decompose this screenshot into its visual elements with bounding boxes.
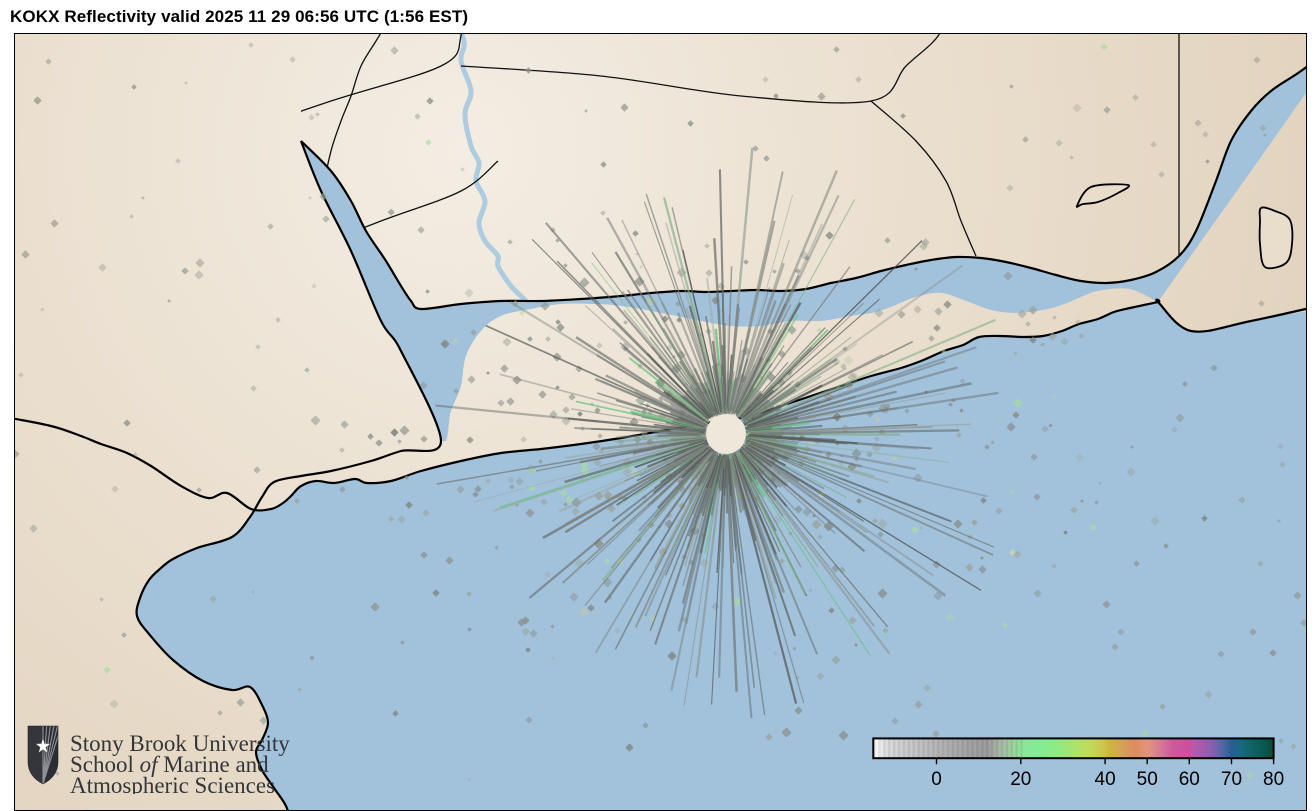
svg-text:20: 20 — [1010, 769, 1031, 790]
svg-text:40: 40 — [1095, 769, 1116, 790]
svg-text:70: 70 — [1221, 769, 1242, 790]
svg-text:50: 50 — [1137, 769, 1158, 790]
svg-text:80: 80 — [1263, 769, 1284, 790]
svg-text:0: 0 — [931, 769, 942, 790]
svg-text:60: 60 — [1179, 769, 1200, 790]
